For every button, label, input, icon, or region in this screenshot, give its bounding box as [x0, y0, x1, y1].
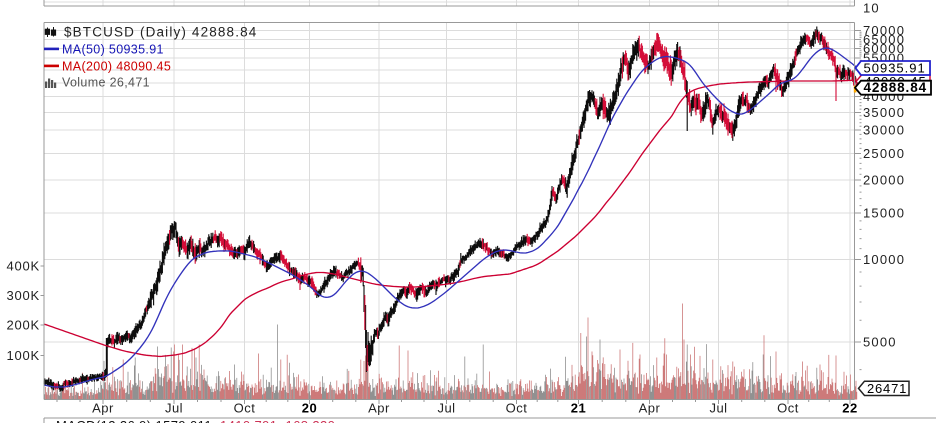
svg-text:400K: 400K	[6, 259, 40, 274]
svg-text:Jul: Jul	[165, 401, 183, 416]
svg-text:Jul: Jul	[437, 401, 455, 416]
svg-text:Oct: Oct	[234, 401, 256, 416]
svg-text:Volume 26,471: Volume 26,471	[62, 76, 150, 90]
svg-text:50935.91: 50935.91	[864, 61, 926, 76]
svg-text:Apr: Apr	[368, 401, 390, 416]
svg-text:30000: 30000	[863, 123, 905, 138]
svg-text:10000: 10000	[863, 252, 905, 267]
svg-text:5000: 5000	[863, 335, 897, 350]
svg-text:MACD(12,26,9) 1579.011, 1410.7: MACD(12,26,9) 1579.011, 1410.791, 168.22…	[56, 418, 335, 423]
svg-text:10: 10	[863, 1, 880, 16]
svg-text:MA(200) 48090.45: MA(200) 48090.45	[62, 60, 171, 74]
svg-text:60000: 60000	[863, 41, 905, 56]
svg-text:22: 22	[842, 401, 857, 416]
svg-text:Apr: Apr	[92, 401, 114, 416]
svg-text:200K: 200K	[6, 318, 40, 333]
svg-text:Apr: Apr	[639, 401, 661, 416]
svg-text:15000: 15000	[863, 206, 905, 221]
svg-text:20: 20	[302, 401, 317, 416]
svg-text:MA(50) 50935.91: MA(50) 50935.91	[62, 43, 164, 57]
svg-text:25000: 25000	[863, 146, 905, 161]
svg-text:35000: 35000	[863, 105, 905, 120]
svg-text:20000: 20000	[863, 173, 905, 188]
svg-text:26471: 26471	[867, 381, 907, 396]
svg-text:Oct: Oct	[777, 401, 799, 416]
svg-text:Jul: Jul	[709, 401, 727, 416]
svg-text:70000: 70000	[863, 23, 905, 38]
svg-text:Oct: Oct	[506, 401, 528, 416]
svg-text:42888.84: 42888.84	[864, 80, 928, 95]
svg-text:65000: 65000	[863, 32, 905, 47]
svg-text:300K: 300K	[6, 288, 40, 303]
svg-text:$BTCUSD (Daily) 42888.84: $BTCUSD (Daily) 42888.84	[64, 25, 257, 40]
svg-text:100K: 100K	[6, 348, 40, 363]
svg-text:21: 21	[571, 401, 586, 416]
